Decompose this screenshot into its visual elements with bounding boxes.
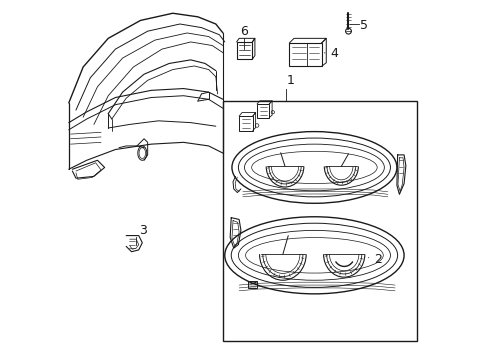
Text: 3: 3 [139, 224, 146, 237]
Bar [247, 281, 257, 288]
Text: 5: 5 [359, 19, 367, 32]
Text: 6: 6 [240, 24, 247, 38]
Text: 1: 1 [286, 74, 294, 87]
Bar [223, 101, 416, 341]
Bar [239, 116, 252, 131]
Text: 2: 2 [367, 253, 382, 266]
Bar [257, 104, 269, 118]
Bar [289, 43, 321, 66]
Text: 4: 4 [324, 47, 338, 60]
